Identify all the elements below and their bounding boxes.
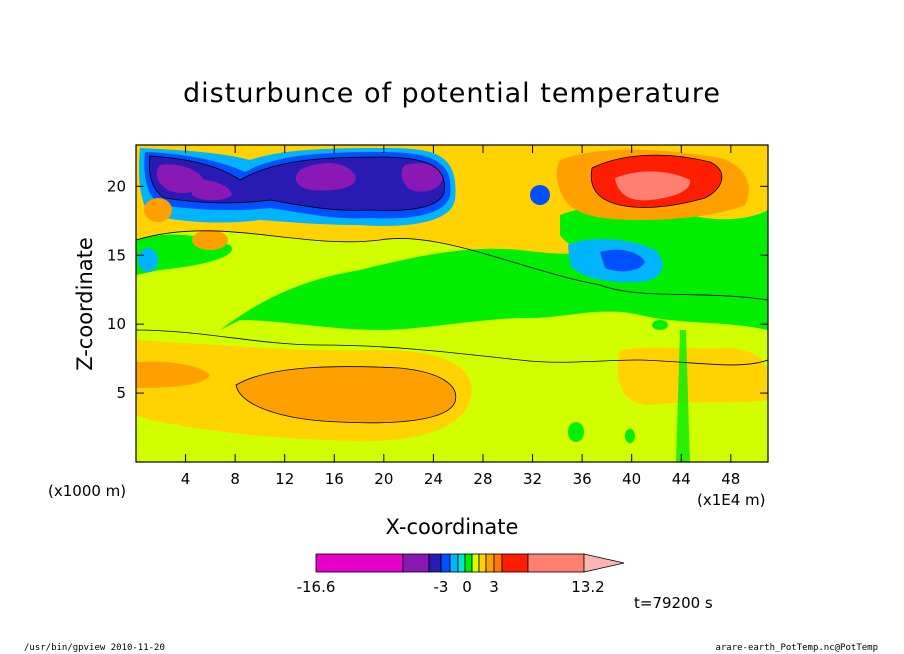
colorbar-label: 3 bbox=[489, 578, 499, 596]
y-tick-label: 10 bbox=[107, 315, 126, 333]
x-tick-label: 8 bbox=[230, 470, 240, 488]
colorbar-label: 13.2 bbox=[571, 578, 604, 596]
colorbar-swatch bbox=[464, 553, 473, 573]
colorbar-extend-arrow bbox=[583, 553, 625, 573]
x-tick-label: 44 bbox=[672, 470, 691, 488]
x-tick-label: 32 bbox=[523, 470, 542, 488]
colorbar-swatch bbox=[440, 553, 451, 573]
colorbar-swatch bbox=[402, 553, 430, 573]
colorbar-swatch bbox=[315, 553, 404, 573]
contour-blue-small-1 bbox=[530, 185, 550, 205]
contour-purple-d bbox=[401, 163, 443, 192]
colorbar-swatch bbox=[493, 553, 503, 573]
chart-title: disturbunce of potential temperature bbox=[183, 78, 721, 109]
contour-purple-c bbox=[295, 163, 356, 191]
colorbar-label: -16.6 bbox=[297, 578, 336, 596]
contour-salmon-upper-right bbox=[615, 171, 691, 201]
colorbar-swatch bbox=[527, 553, 585, 573]
contour-purple-b bbox=[190, 179, 232, 201]
y-tick-label: 15 bbox=[107, 246, 126, 264]
contour-cyan-small-1 bbox=[138, 248, 158, 272]
x-tick-label: 24 bbox=[424, 470, 443, 488]
contour-green-small-1 bbox=[568, 422, 584, 442]
x-tick-label: 28 bbox=[473, 470, 492, 488]
contour-green-small-3 bbox=[652, 320, 668, 330]
colorbar-swatch bbox=[501, 553, 529, 573]
contour-green-small-2 bbox=[625, 429, 635, 443]
contour-lines bbox=[136, 154, 768, 424]
x-tick-label: 20 bbox=[374, 470, 393, 488]
colorbar-swatch bbox=[449, 553, 459, 573]
colorbar-label: 0 bbox=[462, 578, 472, 596]
contour-orange-left-small bbox=[136, 361, 210, 388]
contour-orange-small-2 bbox=[192, 230, 228, 250]
contour-orange-small-1 bbox=[144, 198, 172, 222]
colorbar-swatch bbox=[471, 553, 480, 573]
time-label: t=79200 s bbox=[634, 594, 713, 612]
colorbar-labels: -16.6 -3 0 3 13.2 bbox=[297, 578, 605, 596]
x-axis-label: X-coordinate bbox=[386, 515, 519, 539]
colorbar bbox=[315, 553, 625, 573]
contour-blue-mid-right bbox=[600, 249, 645, 272]
y-scale-note: (x1000 m) bbox=[48, 482, 126, 500]
x-tick-label: 4 bbox=[181, 470, 191, 488]
y-tick-label: 20 bbox=[107, 177, 126, 195]
colorbar-label: -3 bbox=[434, 578, 449, 596]
contour-orange-right bbox=[617, 347, 768, 405]
x-scale-note: (x1E4 m) bbox=[697, 491, 766, 509]
contour-darkorange-lower bbox=[236, 366, 456, 423]
y-axis-label: Z-coordinate bbox=[73, 237, 97, 371]
x-tick-label: 48 bbox=[721, 470, 740, 488]
x-tick-label: 40 bbox=[622, 470, 641, 488]
plot-area bbox=[136, 145, 768, 462]
x-tick-label: 12 bbox=[275, 470, 294, 488]
x-tick-label: 36 bbox=[573, 470, 592, 488]
y-tick-label: 5 bbox=[116, 384, 126, 402]
colorbar-swatch bbox=[457, 553, 466, 573]
colorbar-swatch bbox=[478, 553, 487, 573]
y-axis-ticks: 5 10 15 20 bbox=[107, 177, 768, 402]
plot-frame bbox=[135, 144, 769, 463]
footer-right: arare-earth_PotTemp.nc@PotTemp bbox=[715, 643, 878, 653]
x-axis-ticks: 4 8 12 16 20 24 28 32 36 40 44 48 bbox=[181, 145, 740, 488]
footer-left: /usr/bin/gpview 2010-11-20 bbox=[24, 643, 165, 653]
colorbar-swatch bbox=[428, 553, 442, 573]
colorbar-swatch bbox=[485, 553, 495, 573]
x-tick-label: 16 bbox=[325, 470, 344, 488]
